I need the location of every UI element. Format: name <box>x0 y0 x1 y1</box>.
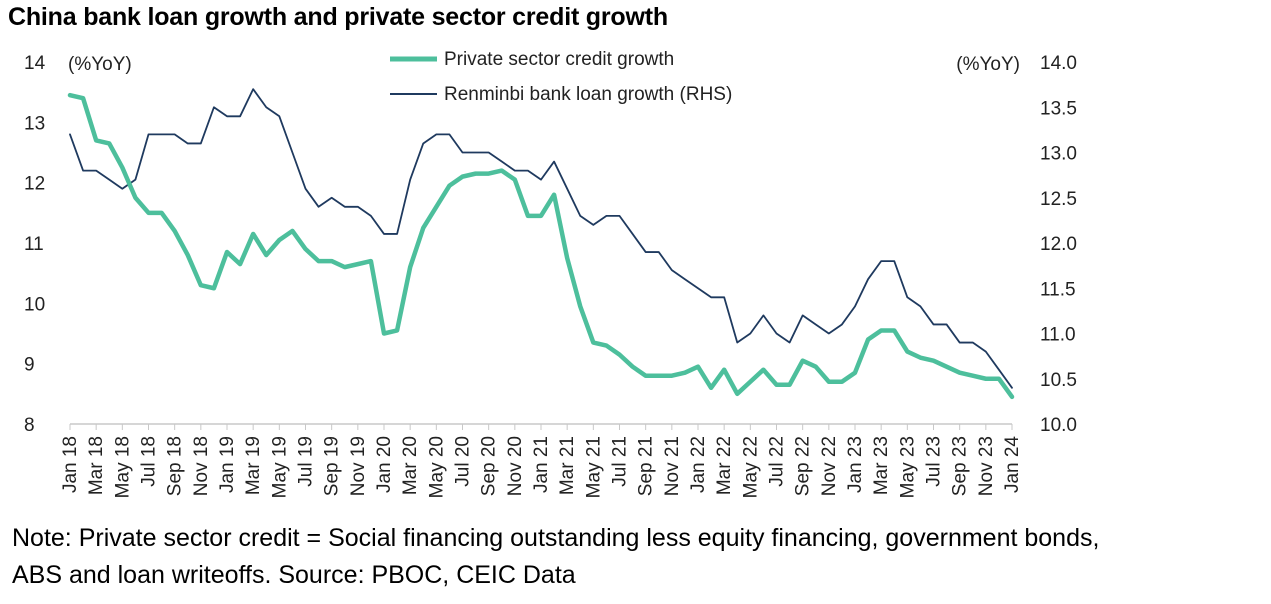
legend-label-bank-loan: Renminbi bank loan growth (RHS) <box>444 84 732 105</box>
x-tick-label: Jan 19 <box>217 436 238 493</box>
right-tick-label: 14.0 <box>1040 53 1077 74</box>
x-tick-label: Jan 20 <box>374 436 395 493</box>
x-tick-label: May 18 <box>112 436 133 498</box>
left-tick-label: 12 <box>24 174 45 195</box>
x-tick-label: Jul 19 <box>296 436 317 487</box>
x-tick-label: Jul 23 <box>924 436 945 487</box>
x-tick-label: May 22 <box>740 436 761 498</box>
left-axis-ticks: 8 9 10 11 12 13 14 <box>24 53 46 436</box>
legend-item-private-credit: Private sector credit growth <box>390 49 674 70</box>
footnote-line-2: ABS and loan writeoffs. Source: PBOC, CE… <box>12 561 576 589</box>
x-tick-label: Nov 23 <box>976 436 997 496</box>
x-tick-label: Jul 18 <box>139 436 160 487</box>
x-tick-label: Jan 24 <box>1002 436 1023 493</box>
x-tick-label: Sep 23 <box>950 436 971 496</box>
legend: Private sector credit growth Renminbi ba… <box>390 49 732 105</box>
x-tick-label: Jan 18 <box>60 436 81 493</box>
right-tick-label: 10.0 <box>1040 415 1077 436</box>
x-tick-label: Mar 21 <box>557 436 578 495</box>
x-tick-label: Jan 23 <box>845 436 866 493</box>
x-axis: Jan 18 Mar 18 May 18 Jul 18 Sep 18 Nov 18 Jan … <box>60 423 1023 498</box>
x-tick-label: Sep 22 <box>793 436 814 496</box>
x-tick-label: Jan 22 <box>688 436 709 493</box>
series-lines <box>67 88 1015 400</box>
x-tick-label: Nov 20 <box>505 436 526 496</box>
right-tick-label: 12.0 <box>1040 234 1077 255</box>
right-tick-label: 10.5 <box>1040 370 1077 391</box>
left-tick-label: 9 <box>24 355 35 376</box>
right-axis-unit: (%YoY) <box>956 54 1020 75</box>
x-tick-label: Mar 18 <box>86 436 107 495</box>
left-tick-label: 10 <box>24 294 45 315</box>
footnote: Note: Private sector credit = Social fin… <box>12 520 1267 594</box>
x-tick-label: Jul 22 <box>767 436 788 487</box>
x-tick-label: Jul 20 <box>453 436 474 487</box>
footnote-line-1: Note: Private sector credit = Social fin… <box>12 524 1100 552</box>
right-tick-label: 12.5 <box>1040 189 1077 210</box>
series-line-bank-loan <box>69 88 1013 389</box>
x-tick-label: Mar 22 <box>714 436 735 495</box>
right-tick-label: 11.0 <box>1040 325 1076 346</box>
x-tick-label: Nov 18 <box>191 436 212 496</box>
left-tick-label: 8 <box>24 415 35 436</box>
x-tick-label: Nov 21 <box>662 436 683 496</box>
left-axis-unit: (%YoY) <box>68 54 132 75</box>
x-tick-label: Mar 20 <box>400 436 421 495</box>
x-tick-label: Jan 21 <box>531 436 552 493</box>
chart-title: China bank loan growth and private secto… <box>8 3 668 31</box>
legend-item-bank-loan: Renminbi bank loan growth (RHS) <box>390 84 732 105</box>
x-tick-label: Jul 21 <box>610 436 631 487</box>
left-tick-label: 14 <box>24 53 46 74</box>
right-axis-ticks: 10.0 10.5 11.0 11.5 12.0 12.5 13.0 13.5 14.0 <box>1040 53 1077 436</box>
x-tick-label: Mar 19 <box>243 436 264 495</box>
x-tick-label: Sep 20 <box>479 436 500 496</box>
left-tick-label: 11 <box>24 234 44 255</box>
x-tick-label: Sep 19 <box>322 436 343 496</box>
x-tick-label: May 20 <box>426 436 447 498</box>
x-tick-label: Sep 18 <box>165 436 186 496</box>
right-tick-label: 13.5 <box>1040 98 1077 119</box>
x-tick-label: Sep 21 <box>636 436 657 496</box>
series-line-private-credit <box>67 92 1015 400</box>
left-tick-label: 13 <box>24 113 45 134</box>
x-tick-label: May 19 <box>269 436 290 498</box>
x-tick-label: Nov 19 <box>348 436 369 496</box>
right-tick-label: 13.0 <box>1040 144 1077 165</box>
x-tick-label: Mar 23 <box>871 436 892 495</box>
x-tick-label: May 23 <box>897 436 918 498</box>
x-tick-label: Nov 22 <box>819 436 840 496</box>
right-tick-label: 11.5 <box>1040 279 1076 300</box>
x-tick-label: May 21 <box>583 436 604 498</box>
legend-label-private-credit: Private sector credit growth <box>444 49 674 70</box>
line-chart: Jan 18 Mar 18 May 18 Jul 18 Sep 18 Nov 18 Jan … <box>24 49 1077 498</box>
